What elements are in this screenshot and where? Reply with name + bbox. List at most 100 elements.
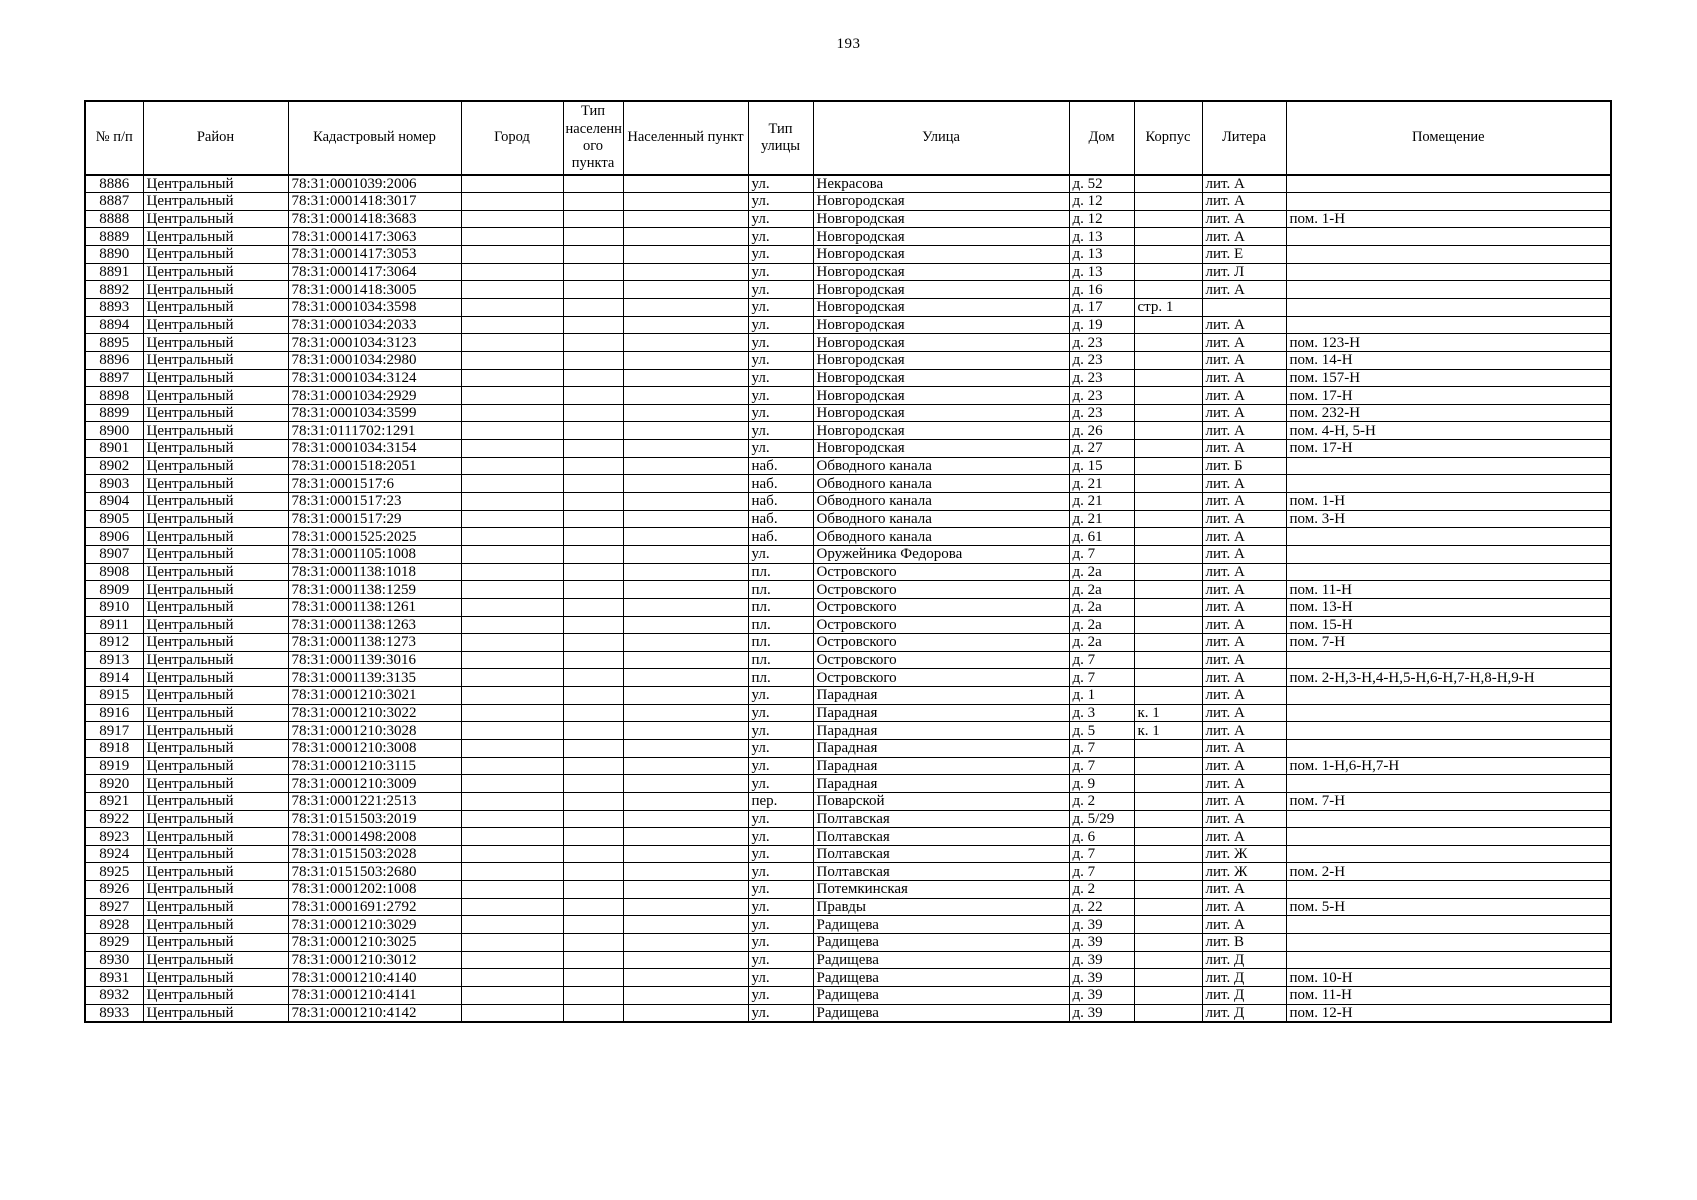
cell-np <box>622 333 749 352</box>
cell-dom: д. 1 <box>1068 686 1135 705</box>
table-row: 8920 Центральный 78:31:0001210:3009 ул. Пара… <box>84 774 1612 793</box>
cell-raion: Центральный <box>142 580 289 599</box>
cell-pom: пом. 2-Н,3-Н,4-Н,5-Н,6-Н,7-Н,8-Н,9-Н <box>1285 668 1612 688</box>
cell-tip_ul: ул. <box>747 809 814 829</box>
table-row: 8914 Центральный 78:31:0001139:3135 пл. Остр… <box>84 668 1612 688</box>
cell-litera: лит. А <box>1201 880 1287 899</box>
cell-pom <box>1285 650 1612 670</box>
cell-ulitsa: Поварской <box>812 791 1070 811</box>
cell-kadastr: 78:31:0001517:6 <box>287 474 462 494</box>
cell-kadastr: 78:31:0001034:2980 <box>287 350 462 370</box>
cell-pom: пом. 13-Н <box>1285 597 1612 617</box>
cell-tip_np <box>562 791 624 811</box>
cell-np <box>622 527 749 546</box>
cell-litera: лит. А <box>1201 315 1287 335</box>
cell-dom: д. 6 <box>1068 827 1135 846</box>
cell-pom: пом. 7-Н <box>1285 791 1612 811</box>
cell-ulitsa: Островского <box>812 650 1070 670</box>
cell-num: 8907 <box>84 544 144 564</box>
cell-kadastr: 78:31:0001034:3124 <box>287 368 462 388</box>
cell-kadastr: 78:31:0001138:1018 <box>287 562 462 582</box>
cell-num: 8900 <box>84 421 144 441</box>
cell-dom: д. 21 <box>1068 474 1135 494</box>
cell-pom <box>1285 544 1612 564</box>
cell-kadastr: 78:31:0001210:3012 <box>287 950 462 970</box>
cell-gorod <box>460 192 564 211</box>
cell-dom: д. 39 <box>1068 950 1135 970</box>
cell-korpus <box>1133 386 1203 405</box>
cell-tip_np <box>562 456 624 476</box>
cell-tip_ul: ул. <box>747 262 814 282</box>
cell-dom: д. 17 <box>1068 297 1135 317</box>
cell-tip_ul: ул. <box>747 739 814 758</box>
cell-korpus: к. 1 <box>1133 703 1203 723</box>
cell-gorod <box>460 350 564 370</box>
cell-num: 8911 <box>84 615 144 635</box>
cell-raion: Центральный <box>142 880 289 899</box>
table-row: 8901 Центральный 78:31:0001034:3154 ул. Новг… <box>84 439 1612 458</box>
cell-kadastr: 78:31:0001210:3022 <box>287 703 462 723</box>
cell-tip_np <box>562 227 624 247</box>
table-row: 8907 Центральный 78:31:0001105:1008 ул. Оруж… <box>84 544 1612 564</box>
cell-np <box>622 492 749 511</box>
cell-np <box>622 827 749 846</box>
cell-litera: лит. А <box>1201 333 1287 352</box>
cell-tip_np <box>562 915 624 935</box>
cell-pom <box>1285 245 1612 264</box>
cell-pom: пом. 4-Н, 5-Н <box>1285 421 1612 441</box>
table-row: 8908 Центральный 78:31:0001138:1018 пл. Остр… <box>84 562 1612 582</box>
cell-gorod <box>460 827 564 846</box>
cell-tip_ul: ул. <box>747 1003 814 1023</box>
cell-tip_ul: ул. <box>747 933 814 952</box>
cell-num: 8913 <box>84 650 144 670</box>
cell-raion: Центральный <box>142 633 289 652</box>
cell-tip_ul: наб. <box>747 509 814 529</box>
cell-kadastr: 78:31:0001210:4140 <box>287 968 462 987</box>
cell-gorod <box>460 1003 564 1023</box>
cell-tip_ul: ул. <box>747 368 814 388</box>
cell-kadastr: 78:31:0111702:1291 <box>287 421 462 441</box>
cell-dom: д. 5 <box>1068 721 1135 740</box>
cell-tip_np <box>562 844 624 864</box>
cell-kadastr: 78:31:0001138:1263 <box>287 615 462 635</box>
cell-dom: д. 23 <box>1068 350 1135 370</box>
table-row: 8904 Центральный 78:31:0001517:23 наб. Обвод… <box>84 492 1612 511</box>
cell-litera: лит. А <box>1201 915 1287 935</box>
cell-tip_np <box>562 739 624 758</box>
cell-tip_np <box>562 562 624 582</box>
cell-pom: пом. 1-Н <box>1285 209 1612 229</box>
cell-num: 8890 <box>84 245 144 264</box>
cell-pom: пом. 3-Н <box>1285 509 1612 529</box>
cell-np <box>622 245 749 264</box>
cell-pom <box>1285 933 1612 952</box>
cell-tip_np <box>562 192 624 211</box>
cell-raion: Центральный <box>142 950 289 970</box>
cell-litera: лит. Б <box>1201 456 1287 476</box>
cell-tip_np <box>562 509 624 529</box>
cell-gorod <box>460 897 564 917</box>
table-row: 8894 Центральный 78:31:0001034:2033 ул. Новг… <box>84 315 1612 335</box>
cell-raion: Центральный <box>142 862 289 882</box>
table-row: 8926 Центральный 78:31:0001202:1008 ул. Поте… <box>84 880 1612 899</box>
cell-litera: лит. Ж <box>1201 844 1287 864</box>
cell-num: 8889 <box>84 227 144 247</box>
cell-np <box>622 791 749 811</box>
cell-kadastr: 78:31:0001221:2513 <box>287 791 462 811</box>
cell-gorod <box>460 474 564 494</box>
cell-gorod <box>460 721 564 740</box>
cell-kadastr: 78:31:0151503:2680 <box>287 862 462 882</box>
cell-num: 8901 <box>84 439 144 458</box>
cell-dom: д. 13 <box>1068 245 1135 264</box>
cell-dom: д. 61 <box>1068 527 1135 546</box>
cell-tip_ul: ул. <box>747 350 814 370</box>
column-header-ulitsa: Улица <box>812 100 1070 176</box>
cell-ulitsa: Радищева <box>812 915 1070 935</box>
cell-tip_np <box>562 862 624 882</box>
cell-gorod <box>460 633 564 652</box>
cell-raion: Центральный <box>142 403 289 423</box>
cell-korpus <box>1133 421 1203 441</box>
cell-raion: Центральный <box>142 527 289 546</box>
cell-num: 8886 <box>84 174 144 194</box>
cell-litera: лит. А <box>1201 721 1287 740</box>
cell-kadastr: 78:31:0001417:3053 <box>287 245 462 264</box>
